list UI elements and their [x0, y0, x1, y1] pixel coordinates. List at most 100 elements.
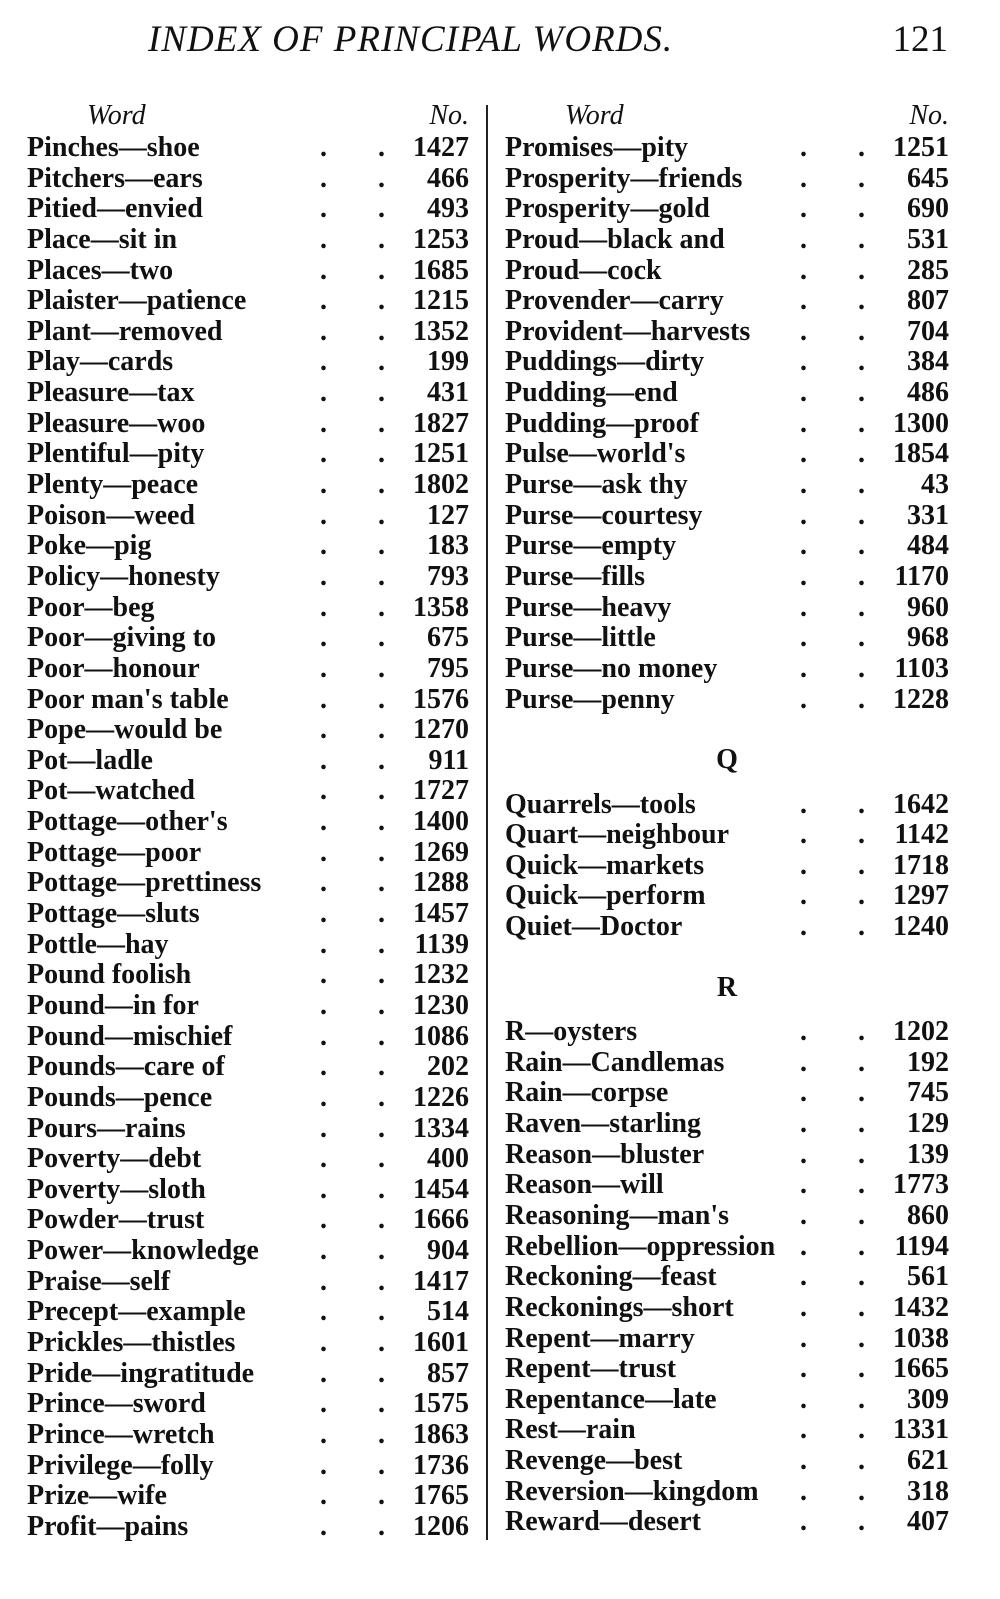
leader-dots: . . — [800, 1046, 887, 1078]
entry-number: 309 — [907, 1383, 949, 1415]
entry-word: Pounds—care of — [27, 1051, 225, 1083]
entry-word: Purse—heavy — [505, 591, 672, 623]
entry-word: Repent—marry — [505, 1322, 695, 1354]
entry-number: 1666 — [413, 1204, 469, 1236]
leader-dots: . . — [320, 1051, 407, 1083]
leader-dots: . . — [800, 1475, 887, 1507]
leader-dots: . . — [800, 683, 887, 715]
entry-word: Quart—neighbour — [505, 819, 730, 851]
entry-word: Prize—wife — [27, 1480, 167, 1512]
entry-word: Reasoning—man's — [505, 1200, 730, 1231]
entry-word: Rain—Candlemas — [505, 1046, 725, 1078]
entry-number: 1601 — [413, 1326, 469, 1358]
entry-number: 431 — [427, 377, 469, 409]
index-entry: Purse—heavy . . 960 — [505, 591, 949, 624]
entry-word: Pounds—pence — [27, 1081, 213, 1113]
index-entry: Pitchers—ears . . 466 — [27, 163, 469, 195]
entry-number: 531 — [907, 223, 949, 255]
leader-dots: . . — [320, 1296, 407, 1328]
entry-word: Rain—corpse — [505, 1077, 669, 1109]
entry-number: 795 — [427, 652, 469, 684]
index-entry: Proud—cock . . 285 — [505, 254, 949, 287]
entry-number: 1230 — [413, 989, 469, 1021]
index-entry: Puddings—dirty . . 384 — [505, 347, 949, 378]
leader-dots: . . — [320, 530, 407, 562]
entry-number: 621 — [907, 1445, 949, 1477]
entry-word: Prosperity—gold — [505, 193, 710, 225]
index-entry: Plenty—peace . . 1802 — [27, 469, 469, 501]
leader-dots: . . — [800, 560, 887, 592]
index-entry: Pound—in for . . 1230 — [27, 989, 469, 1022]
entry-word: Pound—in for — [27, 989, 199, 1021]
entry-word: Rest—rain — [505, 1414, 636, 1446]
index-entry: Rebellion—oppression . . 1194 — [505, 1231, 949, 1263]
index-entry: Plant—removed . . 1352 — [27, 315, 469, 348]
entry-word: Reason—will — [505, 1169, 664, 1201]
leader-dots: . . — [320, 898, 407, 930]
index-entry: Pot—ladle . . 911 — [27, 745, 469, 777]
word-header: Word — [565, 100, 624, 131]
entry-number: 202 — [427, 1051, 469, 1083]
entry-word: Quiet—Doctor — [505, 911, 683, 943]
index-entry: Quiet—Doctor . . 1240 — [505, 911, 949, 943]
entry-number: 1576 — [413, 683, 469, 715]
leader-dots: . . — [800, 1108, 887, 1140]
leader-dots: . . — [800, 530, 887, 562]
entry-number: 1228 — [893, 683, 949, 715]
entry-word: Profit—pains — [27, 1510, 189, 1542]
leader-dots: . . — [800, 377, 887, 409]
leader-dots: . . — [320, 622, 407, 654]
number-header: No. — [429, 100, 469, 131]
index-entry: Purse—fills . . 1170 — [505, 560, 949, 593]
entry-number: 904 — [427, 1235, 469, 1267]
section-letter: Q — [505, 715, 949, 789]
index-entry: Provident—harvests . . 704 — [505, 316, 949, 348]
leader-dots: . . — [800, 254, 887, 286]
entry-number: 1773 — [893, 1169, 949, 1201]
entry-word: Proud—black and — [505, 223, 725, 255]
index-entry: Reckonings—short . . 1432 — [505, 1292, 949, 1324]
entry-word: Purse—no money — [505, 652, 718, 684]
leader-dots: . . — [800, 1169, 887, 1201]
entry-number: 1457 — [413, 898, 469, 930]
entry-word: Purse—courtesy — [505, 499, 703, 531]
entry-word: Poor—giving to — [27, 622, 216, 654]
index-entry: Prince—sword . . 1575 — [27, 1389, 469, 1420]
index-entry: Purse—ask thy . . 43 — [505, 469, 949, 501]
index-entry: Poor—honour . . 795 — [27, 652, 469, 685]
index-entry: Privilege—folly . . 1736 — [27, 1450, 469, 1482]
index-entry: Raven—starling . . 129 — [505, 1108, 949, 1140]
entry-word: Raven—starling — [505, 1108, 701, 1140]
index-entry: Repent—marry . . 1038 — [505, 1322, 949, 1355]
index-entry: Proud—black and . . 531 — [505, 223, 949, 256]
leader-dots: . . — [320, 928, 407, 960]
leader-dots: . . — [320, 652, 407, 684]
entry-number: 1142 — [894, 819, 949, 851]
index-entry: Prosperity—gold . . 690 — [505, 194, 949, 225]
entry-word: Poverty—sloth — [27, 1173, 206, 1205]
entry-number: 1269 — [413, 836, 469, 868]
entry-word: Prince—sword — [27, 1388, 206, 1420]
entry-number: 493 — [427, 193, 469, 225]
entry-word: Pudding—proof — [505, 407, 699, 439]
entry-number: 645 — [907, 162, 949, 194]
entry-number: 43 — [921, 469, 949, 501]
number-header: No. — [909, 100, 949, 131]
index-entry: Poke—pig . . 183 — [27, 531, 469, 562]
entry-word: Poor—honour — [27, 652, 200, 684]
section-letter-text: Q — [716, 744, 738, 776]
index-entry: Pitied—envied . . 493 — [27, 194, 469, 225]
leader-dots: . . — [320, 1510, 407, 1542]
entry-number: 1352 — [413, 315, 469, 347]
entry-word: Power—knowledge — [27, 1235, 259, 1267]
index-entry: Pound—mischief . . 1086 — [27, 1021, 469, 1053]
leader-dots: . . — [320, 714, 407, 746]
index-entry: R—oysters . . 1202 — [505, 1017, 949, 1048]
entry-number: 1863 — [413, 1418, 469, 1450]
entry-word: Poke—pig — [27, 530, 152, 562]
entry-number: 1038 — [893, 1322, 949, 1354]
leader-dots: . . — [800, 652, 887, 684]
index-entry: Repent—trust . . 1665 — [505, 1354, 949, 1385]
leader-dots: . . — [320, 560, 407, 592]
leader-dots: . . — [800, 1445, 887, 1477]
